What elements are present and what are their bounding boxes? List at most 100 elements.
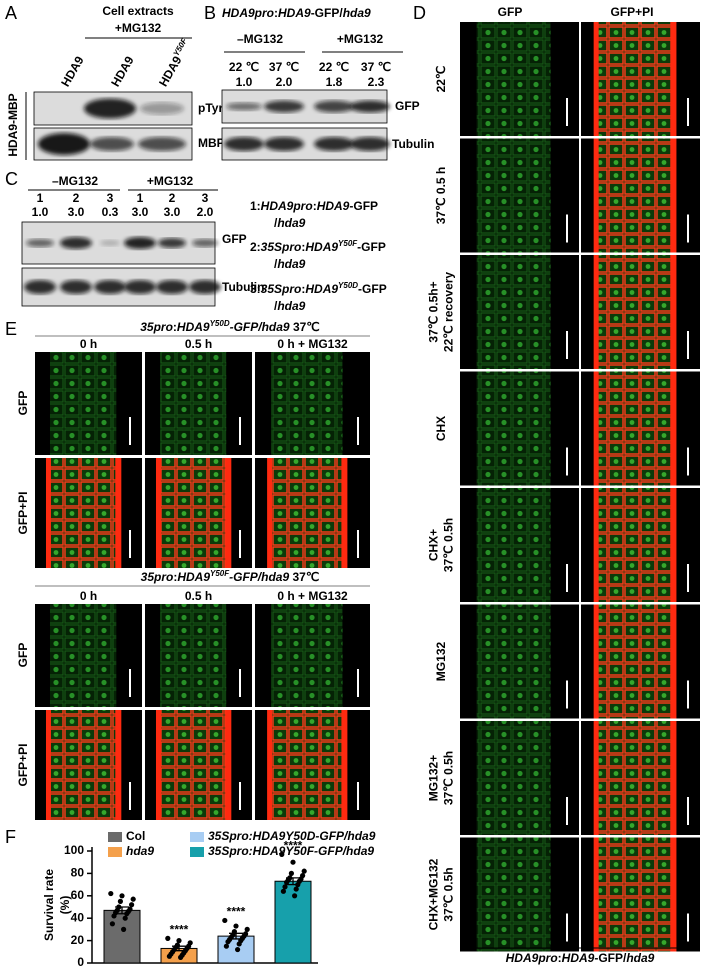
text-run: Y50D — [210, 319, 230, 328]
text-run: HDA9 — [305, 240, 338, 254]
ratio: 3.0 — [132, 205, 149, 219]
text-run: 35Spro — [261, 282, 302, 296]
root-edge — [670, 138, 677, 253]
ratio: 2.3 — [368, 75, 385, 89]
text-run: HDA9pro — [261, 199, 313, 213]
band — [192, 239, 218, 247]
column-label: 0 h + MG132 — [277, 337, 348, 351]
root — [476, 721, 551, 835]
row-label: GFP — [395, 99, 420, 113]
ratio: 0.3 — [102, 205, 119, 219]
data-point — [176, 938, 182, 944]
root-edge — [225, 458, 232, 568]
title: HDA9pro:HDA9-GFP/hda9 — [222, 6, 371, 20]
band — [314, 100, 354, 113]
band — [350, 137, 390, 151]
caption: HDA9pro:HDA9-GFP/hda9 — [506, 951, 655, 965]
data-point — [284, 879, 290, 885]
text-run: 1: — [250, 199, 261, 213]
text-run: -GFP/ — [594, 951, 627, 965]
data-point — [292, 893, 298, 899]
key-line: 1:HDA9pro:HDA9-GFP — [250, 199, 378, 213]
root-edge — [670, 371, 677, 486]
y-tick-label: 60 — [71, 888, 85, 902]
column-label: 0.5 h — [185, 337, 212, 351]
band — [264, 137, 304, 151]
text-run: Y50F — [171, 35, 189, 57]
treatment: +MG132 — [115, 21, 162, 35]
text-run: : — [274, 6, 278, 20]
ratio: 2.0 — [197, 205, 214, 219]
text-run: -GFP — [358, 282, 387, 296]
ratio: 1.8 — [326, 75, 343, 89]
legend-swatch — [108, 847, 122, 857]
legend-swatch — [190, 847, 204, 857]
band — [140, 102, 184, 115]
legend-label: hda9 — [126, 844, 154, 858]
root — [49, 458, 117, 568]
row-label: CHX+ — [427, 529, 441, 561]
band — [226, 102, 262, 111]
text-run: -GFP/ — [311, 6, 344, 20]
text-run: -GFP/hda9 — [229, 570, 289, 584]
row-label: 22℃ — [434, 66, 448, 93]
row-label: GFP — [222, 232, 247, 246]
data-point — [290, 859, 296, 865]
root — [271, 458, 343, 568]
root — [271, 604, 343, 707]
band — [60, 280, 92, 294]
root-edge — [155, 710, 161, 820]
text-run: 3: — [250, 282, 261, 296]
text-run: hda9 — [626, 951, 654, 965]
row-label: 22℃ recovery — [442, 272, 456, 353]
data-point — [295, 882, 301, 888]
row-label: GFP — [16, 643, 30, 668]
root — [597, 604, 672, 719]
ratio: 1.0 — [32, 205, 49, 219]
y-tick-label: 20 — [71, 933, 85, 947]
row-label: GFP — [16, 391, 30, 416]
band — [24, 280, 56, 294]
data-point — [122, 915, 128, 921]
column-label: 0 h — [80, 589, 97, 603]
root-edge — [225, 710, 232, 820]
panel-label: C — [5, 169, 18, 189]
ratio: 3.0 — [68, 205, 85, 219]
root-edge — [670, 255, 677, 369]
root — [597, 22, 672, 136]
data-point — [108, 890, 114, 897]
group-label: –MG132 — [237, 32, 283, 46]
legend-label: 35Spro:HDA9Y50F-GFP/hda9 — [208, 844, 374, 858]
column-label: 0.5 h — [185, 589, 212, 603]
row-label: Tubulin — [392, 137, 434, 151]
root-edge — [155, 458, 161, 568]
root — [159, 604, 227, 707]
data-point — [222, 917, 228, 924]
lane-label: HDA9 — [108, 54, 137, 90]
text-run: HDA9 — [305, 282, 338, 296]
bar — [103, 909, 141, 964]
text-run: 35pro — [141, 570, 174, 584]
root — [49, 604, 117, 707]
row-label: MG132+ — [427, 755, 441, 801]
key-line: /hda9 — [274, 216, 306, 230]
text-run: : — [313, 199, 317, 213]
text-run: 37℃ — [290, 320, 320, 334]
lane-label: 1 — [137, 191, 144, 205]
band — [138, 137, 186, 151]
row-label: 37℃ 0.5h — [442, 751, 456, 805]
row-label: MG132 — [434, 642, 448, 682]
band — [124, 280, 156, 294]
row-label: MBP — [198, 136, 225, 150]
data-point — [119, 893, 125, 899]
legend-label: 35Spro:HDA9Y50D-GFP/hda9 — [208, 829, 376, 843]
root-edge — [593, 604, 599, 719]
root-edge — [593, 22, 599, 136]
ratio: 1.0 — [236, 75, 253, 89]
lane-label: HDA9 — [58, 54, 87, 90]
text-run: hda9 — [277, 216, 305, 230]
band — [264, 100, 304, 113]
y-tick-label: 80 — [71, 866, 85, 880]
root-edge — [670, 721, 677, 835]
root — [476, 371, 551, 486]
